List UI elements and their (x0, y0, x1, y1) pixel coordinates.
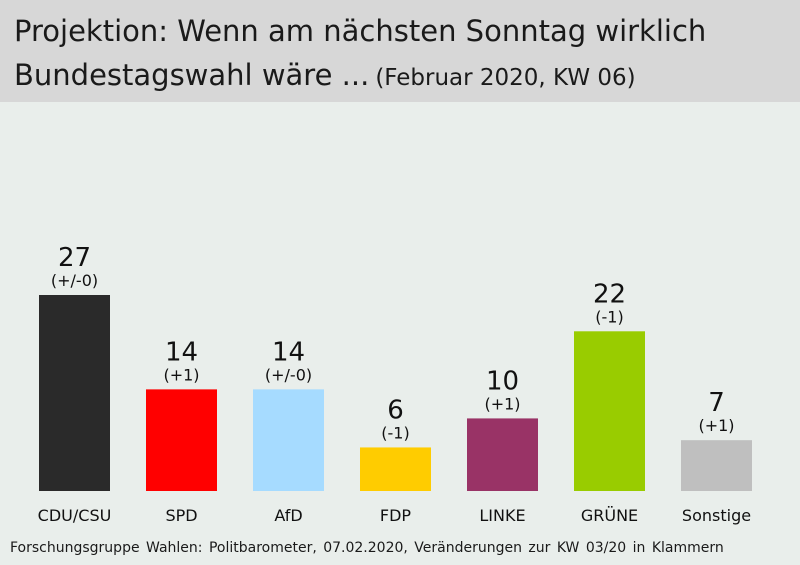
value-label: 27 (58, 243, 91, 273)
bar (360, 447, 431, 491)
value-label: 6 (387, 395, 404, 425)
bar (681, 440, 752, 491)
change-label: (+1) (698, 416, 734, 435)
bar (467, 418, 538, 491)
change-label: (-1) (595, 307, 623, 326)
category-label: LINKE (479, 506, 525, 525)
chart-title-line2: Bundestagswahl wäre ... (Februar 2020, KW… (14, 58, 636, 92)
category-label: SPD (165, 506, 197, 525)
bar (574, 331, 645, 491)
value-label: 7 (708, 388, 725, 418)
chart-subtitle: (Februar 2020, KW 06) (375, 65, 636, 91)
chart-header: Projektion: Wenn am nächsten Sonntag wir… (0, 0, 800, 102)
value-label: 14 (165, 337, 198, 367)
value-label: 14 (272, 337, 305, 367)
category-label: Sonstige (682, 506, 751, 525)
change-label: (+1) (484, 394, 520, 413)
change-label: (+/-0) (51, 271, 98, 290)
chart-source-note: Forschungsgruppe Wahlen: Politbarometer,… (10, 540, 724, 556)
bar (253, 389, 324, 491)
change-label: (+1) (163, 365, 199, 384)
category-label: AfD (274, 506, 302, 525)
value-label: 10 (486, 366, 519, 396)
value-label: 22 (593, 279, 626, 309)
chart-title-line2-text: Bundestagswahl wäre ... (14, 58, 370, 92)
category-label: GRÜNE (581, 506, 638, 525)
category-label: CDU/CSU (38, 506, 112, 525)
change-label: (-1) (381, 423, 409, 442)
bar (146, 389, 217, 491)
category-label: FDP (380, 506, 412, 525)
bar (39, 295, 110, 491)
chart-title-line1: Projektion: Wenn am nächsten Sonntag wir… (14, 14, 707, 48)
change-label: (+/-0) (265, 365, 312, 384)
